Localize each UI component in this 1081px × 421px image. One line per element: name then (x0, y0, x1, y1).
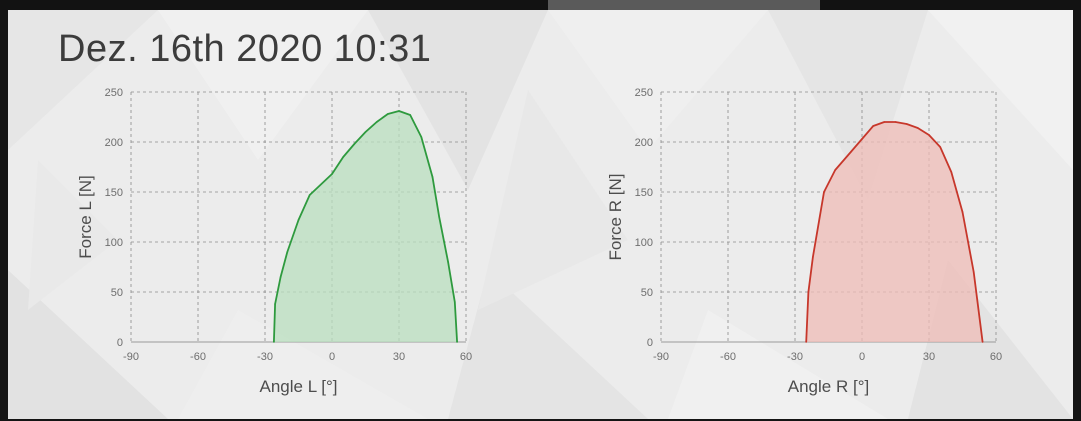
data-point (894, 121, 897, 123)
data-point (850, 151, 852, 153)
data-point (834, 169, 836, 171)
y-tick-label: 250 (105, 87, 123, 99)
data-point (812, 256, 814, 258)
data-point (807, 291, 810, 293)
y-tick-label: 150 (635, 187, 653, 199)
top-bar (0, 0, 1081, 10)
x-tick-label: 0 (859, 351, 865, 363)
y-tick-label: 200 (635, 137, 653, 149)
data-point (950, 171, 953, 173)
x-tick-label: 60 (460, 351, 472, 363)
page-title: Dez. 16th 2020 10:31 (58, 28, 432, 70)
data-point (353, 143, 356, 145)
y-tick-label: 250 (635, 87, 653, 99)
data-point (342, 156, 344, 158)
y-tick-label: 100 (635, 237, 653, 249)
data-point (981, 341, 984, 343)
data-point (805, 341, 807, 343)
data-point (861, 138, 863, 140)
x-tick-label: -90 (123, 351, 139, 363)
x-tick-label: 60 (990, 351, 1002, 363)
data-point (420, 136, 423, 138)
data-point (872, 125, 874, 127)
data-point (387, 113, 389, 115)
y-tick-label: 0 (117, 337, 123, 349)
data-point (286, 251, 289, 253)
grid-lines (661, 91, 997, 342)
data-point (308, 194, 311, 196)
data-point (364, 131, 367, 133)
report-panel: Dez. 16th 2020 10:31 -90 -60 -30 0 30 60 0 50 10… (8, 10, 1073, 419)
data-point (279, 276, 282, 278)
data-point (454, 301, 456, 303)
data-point (961, 211, 964, 213)
data-point (823, 191, 825, 193)
grid-lines (131, 91, 467, 342)
window-right-edge (1073, 10, 1081, 421)
y-tick-label: 50 (111, 287, 123, 299)
series-area (806, 122, 983, 342)
data-point (274, 303, 276, 305)
x-tick-label: -30 (787, 351, 803, 363)
data-point (939, 146, 941, 148)
x-tick-label: 30 (393, 351, 405, 363)
data-point (398, 110, 400, 112)
x-tick-label: -90 (653, 351, 669, 363)
x-axis-title: Angle R [°] (788, 377, 869, 396)
data-point (409, 114, 411, 116)
force-angle-chart-right: -90 -60 -30 0 30 60 0 50 100 150 200 250 Angle R [°]… (606, 87, 1002, 396)
data-point (331, 173, 333, 175)
x-tick-label: 30 (923, 351, 935, 363)
y-tick-label: 0 (647, 337, 653, 349)
data-point (905, 123, 908, 125)
data-point (297, 219, 300, 221)
data-point (972, 271, 975, 273)
y-tick-label: 50 (641, 287, 653, 299)
y-tick-label: 200 (105, 137, 123, 149)
data-point (447, 261, 449, 263)
x-axis-title: Angle L [°] (260, 377, 338, 396)
y-tick-label: 150 (105, 187, 123, 199)
x-tick-label: -60 (720, 351, 736, 363)
data-point (456, 341, 458, 343)
data-point (883, 121, 886, 123)
y-axis-title: Force R [N] (606, 174, 625, 261)
y-axis-title: Force L [N] (76, 175, 95, 258)
series-area (273, 111, 458, 342)
force-angle-chart-left: -90 -60 -30 0 30 60 0 50 100 150 200 250 Angle L [°]… (76, 87, 472, 396)
x-tick-label: -60 (190, 351, 206, 363)
series-line (805, 121, 984, 343)
x-tick-label: 0 (329, 351, 335, 363)
data-point (431, 176, 434, 178)
y-tick-label: 100 (105, 237, 123, 249)
top-bar-tab-indicator (548, 0, 820, 10)
data-point (438, 216, 441, 218)
data-point (928, 134, 930, 136)
x-tick-label: -30 (257, 351, 273, 363)
series-line (273, 110, 458, 343)
data-point (273, 341, 275, 343)
data-point (375, 121, 378, 123)
data-point (917, 127, 919, 129)
